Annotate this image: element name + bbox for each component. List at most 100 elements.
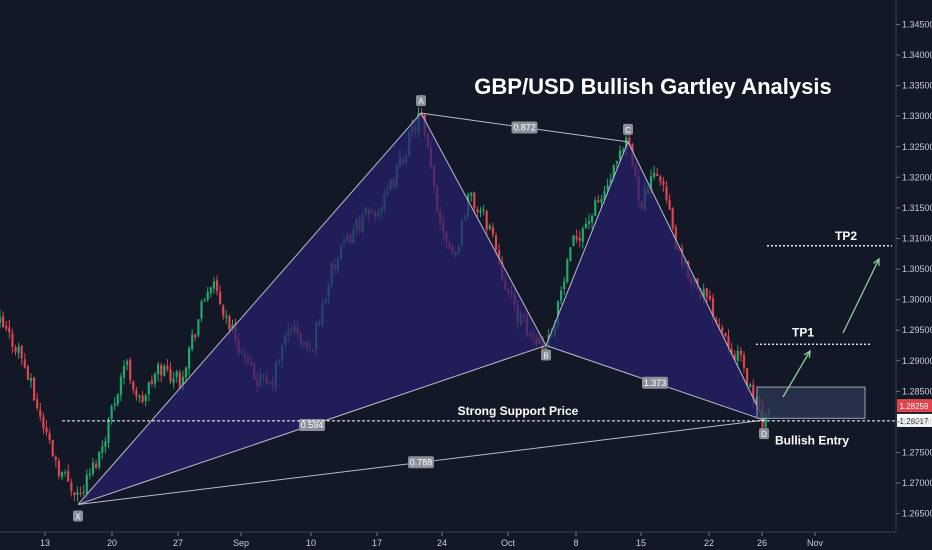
candle-body <box>566 259 569 283</box>
candle-body <box>181 376 184 390</box>
candle-body <box>60 471 64 477</box>
candle-body <box>64 472 67 474</box>
candle-body <box>191 334 194 350</box>
candle-body <box>67 471 70 482</box>
candle-body <box>101 446 104 453</box>
arrow-to-tp2-head <box>873 257 880 267</box>
candle-body <box>752 385 755 403</box>
ratio-label-box <box>642 376 668 389</box>
candle-body <box>163 365 166 376</box>
candle-body <box>119 376 122 396</box>
candle-body <box>612 165 615 180</box>
candle-body <box>95 463 98 469</box>
candle-body <box>79 492 82 494</box>
y-tick-label: 1.30000 <box>902 295 932 305</box>
candle-body <box>615 160 618 164</box>
x-tick-label: 15 <box>636 538 646 548</box>
candle-body <box>671 208 674 228</box>
candle-body <box>498 250 501 264</box>
ratio-label: 0.788 <box>410 457 433 467</box>
candle-body <box>591 215 594 223</box>
chart-title: GBP/USD Bullish Gartley Analysis <box>474 74 831 99</box>
last-price-value: 1.28259 <box>900 402 929 411</box>
y-tick-label: 1.31500 <box>902 203 932 213</box>
candle-body <box>76 492 79 495</box>
candle-body <box>219 291 222 305</box>
x-tick-label: 20 <box>107 538 117 548</box>
candle-body <box>708 296 711 300</box>
candle-body <box>705 287 708 297</box>
y-tick-label: 1.29500 <box>902 325 932 335</box>
y-tick-label: 1.32500 <box>902 142 932 152</box>
x-tick-label: Sep <box>233 538 249 548</box>
leg-ab <box>420 112 547 346</box>
y-tick-label: 1.30500 <box>902 264 932 274</box>
x-tick-label: 24 <box>437 538 447 548</box>
candle-body <box>29 378 33 382</box>
candle-body <box>8 327 11 333</box>
candle-body <box>628 137 631 146</box>
x-tick-label: 26 <box>757 538 767 548</box>
candle-body <box>17 346 20 354</box>
x-tick-label: 22 <box>704 538 714 548</box>
candle-body <box>485 211 488 230</box>
candle-body <box>153 373 157 384</box>
candle-body <box>45 427 48 433</box>
point-label-a: A <box>418 97 424 106</box>
arrow-to-tp1-head <box>803 349 811 359</box>
candle-body <box>733 354 736 361</box>
candle-body <box>23 359 26 368</box>
candle-body <box>206 291 209 301</box>
candle-body <box>494 235 498 250</box>
candle-body <box>116 394 119 405</box>
candle-body <box>721 327 724 332</box>
candle-body <box>587 220 591 224</box>
y-tick-label: 1.34000 <box>902 50 932 60</box>
y-tick-label: 1.28500 <box>902 386 932 396</box>
candle-body <box>215 280 219 292</box>
candle-body <box>2 316 5 328</box>
candle-body <box>603 191 606 200</box>
candle-body <box>26 366 29 380</box>
candle-body <box>584 223 587 228</box>
candle-body <box>212 281 215 289</box>
candle-body <box>228 316 231 330</box>
tp2-label: TP2 <box>835 229 857 243</box>
y-tick-label: 1.26500 <box>902 509 932 519</box>
x-tick-label: Oct <box>501 538 516 548</box>
candle-body <box>491 227 494 235</box>
arrow-to-tp2 <box>842 258 880 334</box>
candle-body <box>135 389 138 397</box>
candle-body <box>138 396 141 398</box>
candle-body <box>110 406 113 419</box>
candle-body <box>36 399 39 409</box>
point-label-box <box>623 123 633 135</box>
time-axis[interactable]: 13 20 27 Sep 10 17 24 Oct 8 15 22 26 Nov <box>40 532 824 548</box>
point-label-box <box>759 428 769 440</box>
candle-body <box>225 315 228 318</box>
y-tick-label: 1.28000 <box>902 417 932 427</box>
candle-body <box>57 460 60 476</box>
entry-label: Bullish Entry <box>775 433 849 447</box>
candle-body <box>488 225 491 229</box>
candle-body <box>129 359 132 380</box>
y-tick-label: 1.27500 <box>902 448 932 458</box>
candle-body <box>560 290 563 301</box>
candle-body <box>622 149 625 152</box>
candle-body <box>88 473 91 476</box>
ratio-label: 0.872 <box>513 122 536 132</box>
candle-body <box>85 474 88 494</box>
candle-body <box>107 419 110 443</box>
y-tick-label: 1.31000 <box>902 233 932 243</box>
candle-body <box>172 378 175 384</box>
candle-body <box>662 180 665 186</box>
candle-body <box>14 347 17 352</box>
candle-body <box>572 235 575 246</box>
price-axis[interactable]: 1.34500 1.34000 1.33500 1.33000 1.32500 1.320… <box>896 19 932 519</box>
point-label-d: D <box>761 430 767 439</box>
candle-body <box>755 398 758 404</box>
candle-body <box>578 237 581 241</box>
x-tick-label: 10 <box>306 538 316 548</box>
candle-body <box>600 198 603 203</box>
candle-body <box>476 209 479 212</box>
